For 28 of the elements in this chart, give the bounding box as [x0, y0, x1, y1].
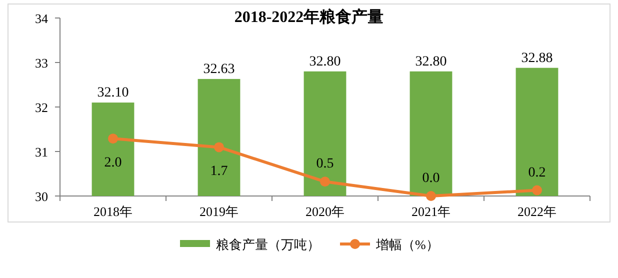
point: [532, 185, 542, 196]
y-tick-label: 30: [35, 189, 48, 204]
data-label: 2.0: [104, 156, 122, 171]
data-label: 1.7: [210, 164, 228, 180]
chart-title: 2018-2022年粮食产量: [234, 8, 384, 26]
point: [426, 191, 436, 201]
x-tick-label: 2018年: [94, 204, 132, 219]
x-tick-label: 2020年: [306, 204, 344, 219]
x-tick-label: 2021年: [412, 204, 450, 219]
data-label: 32.63: [203, 62, 235, 77]
point: [214, 142, 224, 152]
data-label: 32.80: [415, 54, 447, 70]
point: [108, 134, 118, 144]
legend-label: 增幅（%）: [375, 237, 439, 252]
data-label: 0.0: [422, 171, 440, 186]
data-label: 32.10: [97, 86, 129, 101]
legend-label: 粮食产量（万吨）: [216, 237, 320, 252]
point: [320, 176, 330, 187]
y-tick-label: 34: [35, 11, 48, 26]
data-label: 0.5: [316, 156, 334, 172]
y-tick-label: 32: [35, 100, 48, 115]
x-tick-label: 2022年: [518, 204, 556, 219]
y-tick-label: 33: [35, 56, 48, 70]
data-label: 0.2: [528, 165, 546, 180]
y-tick-label: 31: [35, 144, 48, 160]
data-label: 32.88: [521, 50, 553, 66]
x-tick-label: 2019年: [200, 204, 238, 219]
data-label: 32.80: [309, 54, 341, 70]
